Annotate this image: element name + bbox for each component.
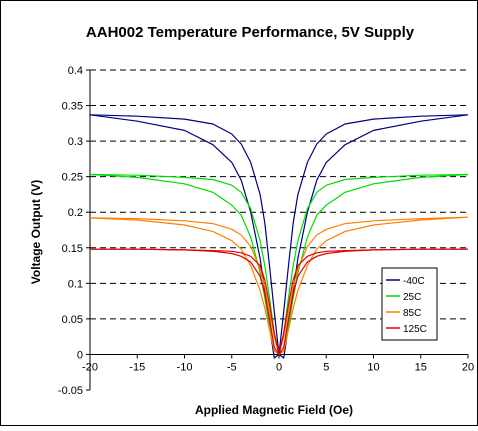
- legend-label: -40C: [403, 276, 425, 287]
- x-axis-title: Applied Magnetic Field (Oe): [195, 403, 353, 417]
- legend: -40C 25C 85C 125C: [381, 267, 438, 341]
- x-tick-label: 0: [276, 361, 282, 373]
- y-tick-label: 0.15: [62, 243, 83, 255]
- series-layer: [89, 114, 469, 359]
- legend-label: 125C: [403, 324, 427, 335]
- x-tick-label: -20: [82, 361, 98, 373]
- x-tick-label: 15: [415, 361, 427, 373]
- series-line-125C-sweep-2: [90, 248, 468, 355]
- x-tick-label: -10: [177, 361, 193, 373]
- x-tick-label: 20: [462, 361, 474, 373]
- y-tick-label: 0.3: [68, 136, 83, 148]
- x-tick-label: -5: [227, 361, 237, 373]
- axes-layer: -0.05 0 0.05 0.1 0.15 0.2 0.25 0.3 0.35 0.4 -20 -15…: [58, 65, 474, 397]
- y-tick-label: 0.25: [62, 172, 83, 184]
- y-tick-label: 0.2: [68, 207, 83, 219]
- x-tick-label: -15: [129, 361, 145, 373]
- legend-label: 85C: [403, 308, 421, 319]
- y-tick-label: 0.4: [68, 65, 83, 77]
- x-tick-label: 10: [367, 361, 379, 373]
- y-axis-title: Voltage Output (V): [29, 180, 43, 284]
- x-tick-label: 5: [323, 361, 329, 373]
- y-tick-label: 0.1: [68, 278, 83, 290]
- y-tick-label: 0.35: [62, 101, 83, 113]
- legend-label: 25C: [403, 292, 421, 303]
- y-tick-label: 0: [77, 349, 83, 361]
- y-tick-label: 0.05: [62, 314, 83, 326]
- chart-title: AAH002 Temperature Performance, 5V Suppl…: [86, 24, 415, 41]
- y-tick-label: -0.05: [58, 385, 83, 397]
